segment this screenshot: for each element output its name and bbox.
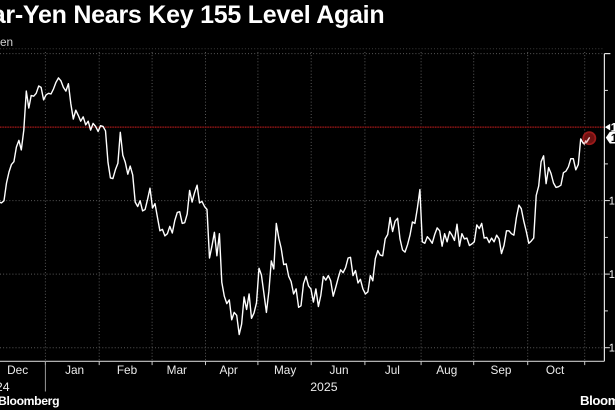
svg-text:150: 150 [609, 196, 615, 208]
svg-text:140: 140 [609, 343, 615, 355]
svg-text:145: 145 [609, 269, 615, 281]
svg-text:155: 155 [611, 120, 615, 134]
svg-text:154: 154 [611, 131, 615, 145]
